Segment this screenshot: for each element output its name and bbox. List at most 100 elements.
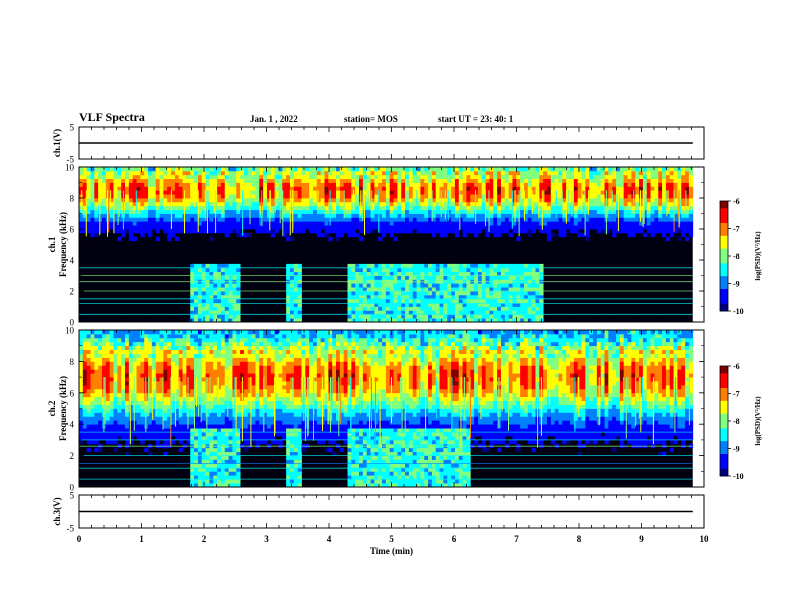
psd-cell	[197, 400, 203, 405]
psd-cell	[470, 217, 475, 222]
psd-cell	[416, 198, 421, 203]
psd-cell	[662, 190, 667, 195]
psd-cell	[197, 459, 203, 464]
psd-cell	[405, 170, 410, 176]
psd-cell	[140, 341, 145, 347]
psd-cell	[205, 412, 210, 417]
psd-cell	[136, 361, 141, 366]
psd-cell	[355, 283, 360, 288]
psd-cell	[163, 330, 168, 335]
psd-cell	[466, 302, 471, 307]
psd-cell	[98, 170, 103, 176]
psd-cell	[474, 229, 479, 234]
psd-cell	[220, 298, 226, 304]
psd-cell	[312, 209, 318, 214]
psd-cell	[163, 435, 168, 441]
psd-cell	[297, 229, 302, 234]
psd-cell	[688, 201, 694, 207]
psd-cell	[224, 294, 230, 300]
psd-cell	[201, 217, 206, 222]
psd-cell	[220, 201, 226, 207]
psd-cell	[251, 221, 256, 226]
psd-cell	[497, 205, 502, 211]
psd-cell	[343, 198, 348, 203]
psd-cell	[109, 209, 114, 214]
psd-cell	[94, 396, 99, 402]
psd-cell	[270, 167, 276, 172]
psd-cell	[113, 428, 118, 433]
psd-cell	[297, 209, 302, 214]
psd-cell	[474, 294, 479, 300]
psd-cell	[209, 267, 214, 273]
psd-cell	[577, 170, 582, 176]
psd-cell	[393, 291, 398, 296]
psd-cell	[312, 198, 318, 203]
psd-cell	[178, 198, 183, 203]
psd-cell	[140, 424, 145, 429]
psd-cell	[90, 221, 95, 226]
psd-cell	[539, 190, 544, 195]
psd-cell	[439, 232, 444, 238]
psd-cell	[136, 194, 141, 199]
psd-cell	[351, 302, 356, 307]
psd-cell	[500, 178, 506, 183]
psd-cell	[98, 447, 103, 453]
psd-cell	[105, 353, 111, 358]
psd-cell	[194, 186, 199, 191]
psd-cell	[98, 174, 103, 180]
psd-cell	[174, 412, 180, 417]
psd-cell	[209, 291, 214, 296]
psd-cell	[82, 420, 88, 425]
psd-cell	[351, 310, 356, 315]
psd-cell	[481, 298, 487, 304]
psd-cell	[351, 287, 356, 292]
psd-cell	[589, 217, 594, 222]
psd-cell	[190, 400, 195, 405]
psd-cell	[370, 263, 375, 269]
psd-cell	[477, 217, 483, 222]
psd-cell	[685, 194, 690, 199]
psd-cell	[355, 170, 360, 176]
psd-cell	[90, 330, 95, 335]
psd-cell	[431, 271, 437, 276]
psd-cell	[312, 205, 318, 211]
psd-cell	[289, 201, 295, 207]
psd-cell	[385, 302, 391, 307]
psd-cell	[497, 221, 502, 226]
psd-cell	[209, 467, 214, 472]
psd-cell	[236, 298, 241, 304]
psd-cell	[289, 271, 295, 276]
psd-cell	[209, 318, 214, 323]
psd-cell	[113, 170, 118, 176]
psd-cell	[178, 170, 183, 176]
psd-cell	[454, 225, 460, 230]
psd-cell	[151, 400, 157, 405]
psd-cell	[665, 170, 671, 176]
psd-cell	[98, 377, 103, 382]
psd-cell	[405, 194, 410, 199]
psd-cell	[148, 190, 153, 195]
psd-cell	[178, 217, 183, 222]
psd-cell	[140, 412, 145, 417]
psd-cell	[121, 229, 126, 234]
psd-cell	[240, 186, 245, 191]
psd-cell	[347, 275, 352, 280]
psd-cell	[205, 428, 210, 433]
psd-cell	[405, 271, 410, 276]
psd-cell	[405, 302, 410, 307]
psd-cell	[197, 174, 203, 180]
psd-cell	[282, 221, 287, 226]
psd-cell	[263, 178, 268, 183]
psd-cell	[201, 381, 206, 386]
psd-cell	[79, 186, 84, 191]
psd-cell	[243, 170, 249, 176]
psd-cell	[685, 225, 690, 230]
psd-cell	[144, 178, 149, 183]
psd-cell	[481, 182, 487, 187]
psd-cell	[600, 209, 605, 214]
psd-cell	[447, 178, 452, 183]
psd-cell	[148, 432, 153, 437]
psd-cell	[286, 217, 291, 222]
psd-cell	[550, 198, 556, 203]
psd-cell	[243, 174, 249, 180]
